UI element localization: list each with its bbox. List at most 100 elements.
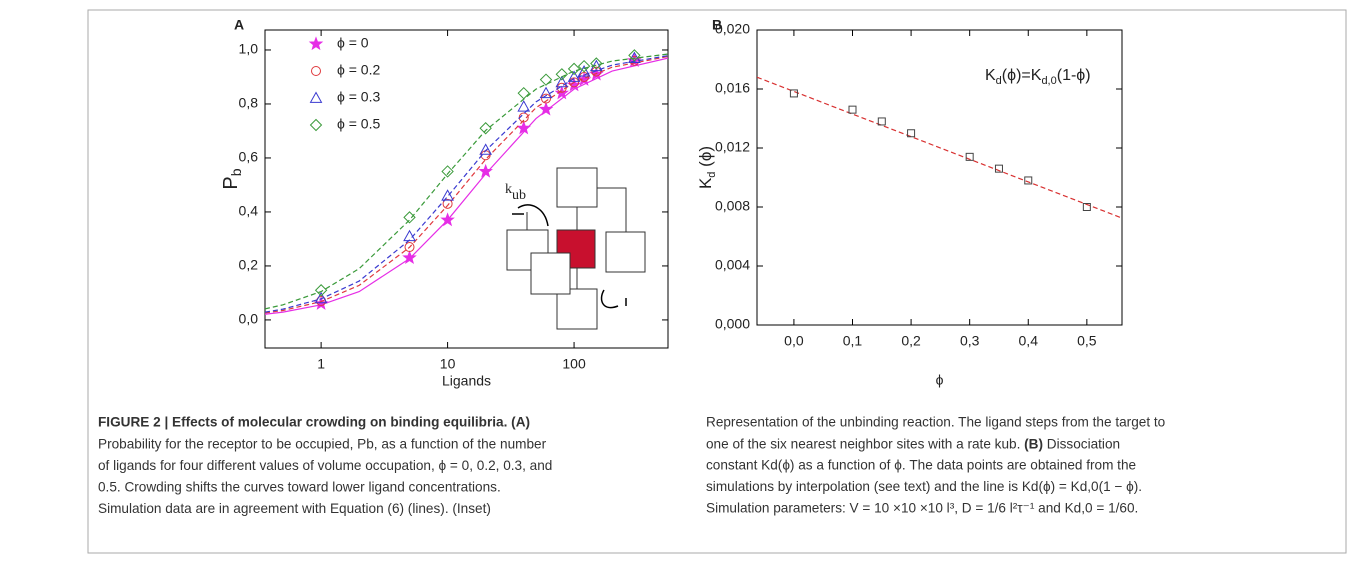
caption-line: Probability for the receptor to be occup… [98,437,547,452]
data-point [314,284,328,297]
x-tick-label: 0,5 [1077,333,1097,349]
y-tick-label: 0,004 [715,257,750,273]
data-point [628,49,641,62]
legend-marker [309,118,323,132]
annotation: Kd(ϕ)=Kd,0(1-ϕ) [985,67,1091,87]
x-tick-label: 100 [562,356,586,372]
data-point [403,229,416,242]
data-point [877,117,886,126]
caption-line: one of the six nearest neighbor sites wi… [706,436,1120,451]
legend-marker [308,36,324,51]
data-point [538,101,554,116]
x-axis-label: ϕ [936,372,944,388]
panel-letter: A [234,17,244,33]
data-point [577,65,591,77]
fit-line [265,57,668,315]
data-point [404,242,415,253]
data-point [1024,176,1033,185]
axes-box [264,29,669,349]
data-point [479,122,492,135]
data-point [478,163,493,178]
data-point [539,86,553,99]
fit-line [265,55,668,313]
data-point [591,66,602,77]
subscript: d,0 [1041,75,1056,87]
x-tick-label: 0,4 [1019,333,1039,349]
data-point [539,73,553,86]
y-tick-label: 0,0 [239,311,259,327]
legend-marker [309,91,323,103]
inset-label-sub: ub [512,188,526,203]
caption-line: Simulation data are in agreement with Eq… [98,501,491,516]
caption-part: one of the six nearest neighbor sites wi… [706,436,1024,451]
x-tick-label: 0,0 [784,333,804,349]
text-part: P [220,176,242,189]
caption-line: simulations by interpolation (see text) … [706,479,1142,494]
data-point [403,211,416,224]
y-axis-label: Kd (ϕ) [696,146,717,189]
data-point [848,105,857,114]
text-part: K [985,67,996,84]
caption-line: Representation of the unbinding reaction… [706,415,1165,430]
x-tick-label: 10 [440,356,456,372]
y-tick-label: 1,0 [239,41,259,57]
fit-line [265,55,668,314]
data-point [441,165,454,178]
caption-part: (B) [1024,436,1043,451]
data-point [556,82,567,93]
y-tick-label: 0,020 [715,21,750,37]
data-point [440,212,455,227]
data-point [441,189,454,201]
x-tick-label: 0,2 [901,333,921,349]
y-tick-label: 0,8 [239,95,259,111]
data-point [789,89,798,98]
figure-border [87,9,1347,554]
data-point [402,250,417,265]
data-point [555,68,569,81]
y-tick-label: 0,016 [715,80,750,96]
y-tick-label: 0,4 [239,203,259,219]
panel-letter: B [712,17,722,33]
data-point [442,198,453,209]
y-axis-label: Pb [220,168,243,189]
data-point [577,59,591,73]
data-point [994,164,1003,173]
data-point [567,62,581,76]
caption-line: 0.5. Crowding shifts the curves toward l… [98,480,501,495]
data-point [567,70,581,82]
legend-marker [311,66,321,76]
data-point [555,75,569,88]
subscript: b [228,168,244,176]
y-tick-label: 0,000 [715,316,750,332]
data-point [907,129,916,138]
fit-line [757,76,1122,219]
data-point [569,77,580,88]
data-point [541,93,552,104]
y-tick-label: 0,012 [715,139,750,155]
subscript: d [996,75,1002,87]
text-part: K [696,177,715,189]
data-point [517,86,530,100]
caption-line: Simulation parameters: V = 10 ×10 ×10 l³… [706,501,1138,516]
legend-label: ϕ = 0 [337,35,369,51]
fit-line [265,53,668,310]
data-point [479,143,493,155]
legend-label: ϕ = 0.2 [337,62,380,78]
x-tick-label: 0,3 [960,333,980,349]
data-point [517,100,531,112]
y-tick-label: 0,2 [239,257,259,273]
inset-diagram [506,167,646,330]
legend-label: ϕ = 0.5 [337,116,380,132]
text-part: (ϕ) [696,146,715,172]
text-part: (1-ϕ) [1057,67,1091,84]
caption-part: Dissociation [1043,436,1120,451]
data-point [965,152,974,161]
data-point [516,120,531,135]
y-tick-label: 0,6 [239,149,259,165]
caption-line: of ligands for four different values of … [98,458,552,473]
legend-label: ϕ = 0.3 [337,89,380,105]
data-point [314,291,328,304]
axes-box [756,29,1123,326]
data-point [1082,203,1091,211]
